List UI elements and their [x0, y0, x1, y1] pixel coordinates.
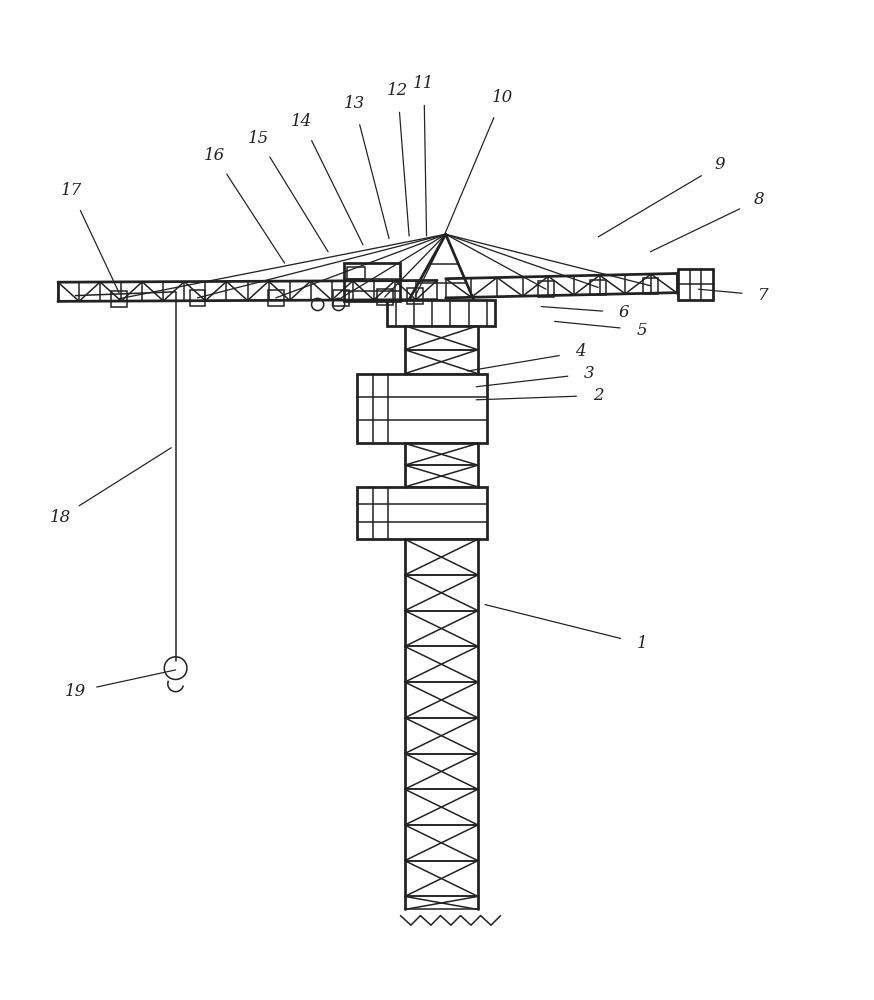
Bar	[268, 290, 284, 306]
Text: 2: 2	[593, 387, 603, 404]
Text: 4: 4	[575, 343, 586, 360]
Bar	[111, 291, 127, 307]
Text: 9: 9	[715, 156, 725, 173]
Text: 8: 8	[754, 191, 765, 208]
Text: 1: 1	[636, 635, 647, 652]
Text: 17: 17	[60, 182, 81, 199]
Text: 11: 11	[413, 75, 434, 92]
Text: 14: 14	[291, 113, 313, 130]
Text: 3: 3	[584, 365, 595, 382]
Bar	[357, 487, 487, 539]
Bar	[377, 289, 392, 305]
Text: 19: 19	[65, 683, 86, 700]
Bar	[387, 300, 496, 326]
Text: 12: 12	[387, 82, 408, 99]
Text: 13: 13	[343, 95, 364, 112]
Bar	[407, 288, 423, 304]
Bar	[357, 374, 487, 443]
Bar	[190, 290, 205, 306]
Bar	[343, 263, 400, 301]
Text: 6: 6	[619, 304, 629, 321]
Text: 10: 10	[492, 89, 513, 106]
Text: 18: 18	[50, 509, 72, 526]
Bar	[678, 269, 713, 300]
Text: 5: 5	[636, 322, 647, 339]
Bar	[347, 267, 364, 279]
Bar	[590, 280, 606, 295]
Bar	[642, 278, 658, 294]
Text: 16: 16	[205, 147, 225, 164]
Text: 7: 7	[759, 287, 769, 304]
Bar	[333, 290, 349, 306]
Text: 15: 15	[247, 130, 269, 147]
Bar	[538, 281, 554, 297]
